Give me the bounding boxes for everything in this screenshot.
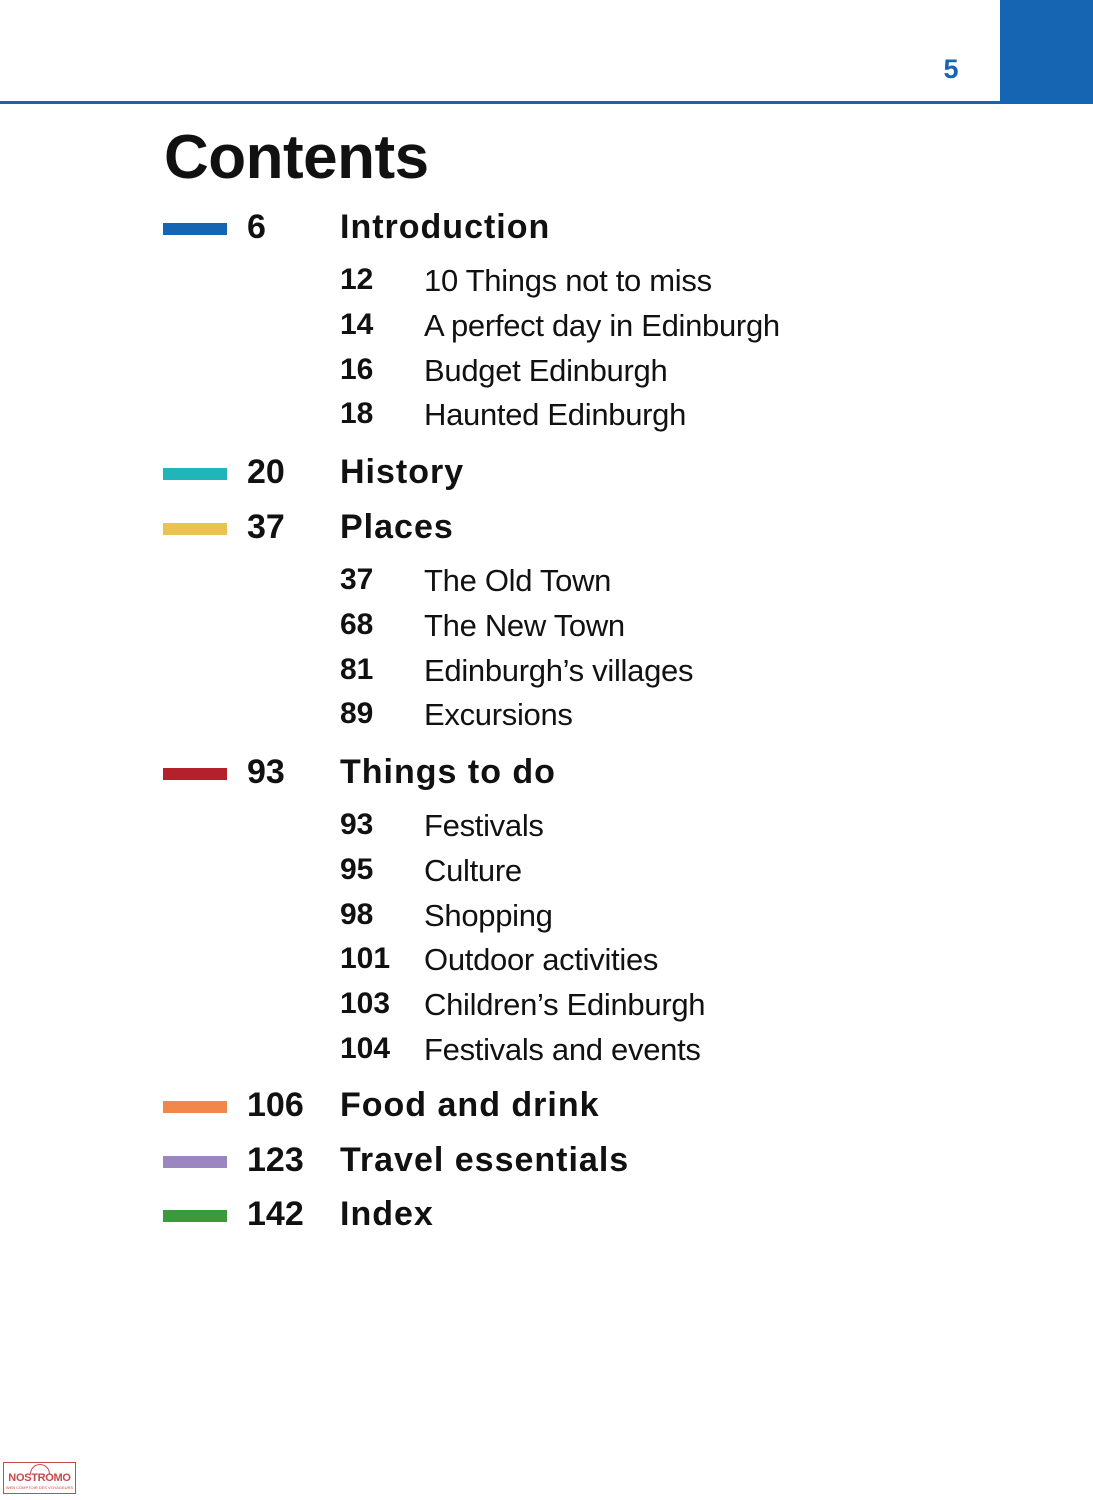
entry-title: Haunted Edinburgh (424, 397, 687, 433)
entry-page-number: 18 (340, 397, 374, 431)
section-page-number: 37 (247, 508, 285, 546)
section-page-number: 20 (247, 453, 285, 491)
entry-title: Excursions (424, 697, 573, 733)
section-page-number: 123 (247, 1141, 304, 1179)
section-color-bar (163, 1156, 227, 1168)
section-title: Index (340, 1195, 434, 1233)
section-page-number: 93 (247, 753, 285, 791)
section-color-bar (163, 523, 227, 535)
section-title: History (340, 453, 465, 491)
entry-title: The Old Town (424, 563, 612, 598)
entry-page-number: 95 (340, 852, 374, 886)
entry-title: A perfect day in Edinburgh (424, 307, 780, 343)
entry-page-number: 89 (340, 697, 374, 731)
entry-title: Outdoor activities (424, 942, 659, 978)
section-title: Food and drink (340, 1086, 600, 1124)
entry-title: Edinburgh’s villages (424, 652, 694, 688)
entry-page-number: 14 (340, 307, 374, 341)
page-title: Contents (164, 123, 429, 192)
entry-page-number: 104 (340, 1032, 391, 1065)
entry-title: Budget Edinburgh (424, 352, 668, 388)
entry-page-number: 103 (340, 987, 391, 1021)
watermark-brand: NOSTROMO (8, 1472, 71, 1484)
entry-page-number: 98 (340, 897, 374, 931)
entry-title: Shopping (424, 897, 553, 933)
entry-title: The New Town (424, 607, 625, 643)
entry-title: Festivals and events (424, 1032, 701, 1067)
section-page-number: 106 (247, 1086, 304, 1124)
section-title: Things to do (340, 753, 556, 791)
section-color-bar (163, 1210, 227, 1222)
entry-page-number: 68 (340, 607, 374, 641)
section-color-bar (163, 223, 227, 235)
page-number: 5 (943, 54, 959, 84)
section-color-bar (163, 768, 227, 780)
section-title: Introduction (340, 208, 551, 246)
entry-page-number: 101 (340, 942, 391, 976)
entry-title: 10 Things not to miss (424, 263, 712, 298)
header-rule (0, 101, 1000, 104)
corner-tab (1000, 0, 1093, 104)
watermark-tagline: WEB COMPTOIR DES VOYAGEURS (5, 1485, 74, 1490)
entry-title: Festivals (424, 808, 544, 843)
entry-page-number: 81 (340, 652, 374, 686)
entry-title: Culture (424, 852, 522, 888)
entry-page-number: 37 (340, 563, 374, 596)
section-title: Travel essentials (340, 1141, 630, 1179)
watermark-logo: NOSTROMO WEB COMPTOIR DES VOYAGEURS (3, 1462, 76, 1494)
section-color-bar (163, 468, 227, 480)
section-color-bar (163, 1101, 227, 1113)
entry-page-number: 93 (340, 808, 374, 841)
section-page-number: 142 (247, 1195, 304, 1233)
section-page-number: 6 (247, 208, 266, 246)
entry-title: Children’s Edinburgh (424, 987, 706, 1023)
section-title: Places (340, 508, 454, 546)
entry-page-number: 16 (340, 352, 374, 386)
entry-page-number: 12 (340, 263, 374, 296)
